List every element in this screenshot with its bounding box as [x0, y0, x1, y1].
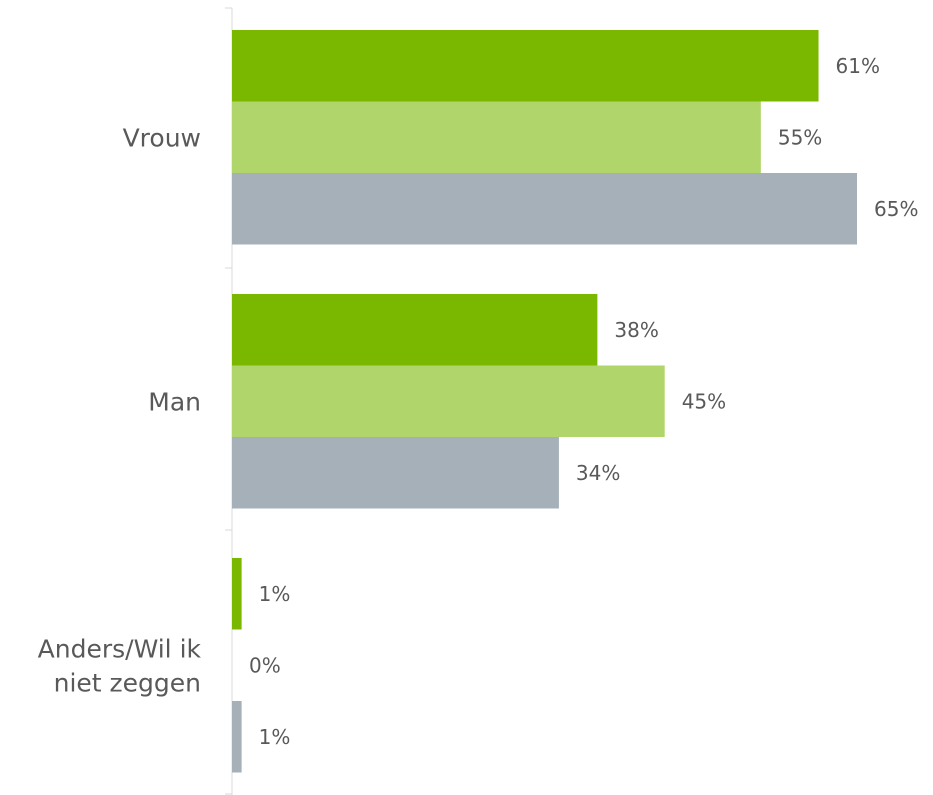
data-label: 38% — [614, 318, 658, 342]
data-label: 65% — [874, 197, 918, 221]
bar — [232, 30, 819, 102]
category-label: Anders/Wil ik niet zeggen — [38, 634, 202, 697]
bar — [232, 101, 761, 173]
data-label: 61% — [836, 54, 880, 78]
axis-layer — [225, 7, 233, 795]
category-label: Man — [148, 387, 201, 416]
category-label-line: Vrouw — [123, 123, 201, 152]
bar — [232, 294, 598, 366]
data-label: 0% — [249, 653, 281, 677]
bar — [232, 365, 665, 437]
bars-layer — [232, 30, 857, 773]
category-label-line: Man — [148, 387, 201, 416]
data-label: 55% — [778, 125, 822, 149]
data-label: 1% — [259, 725, 291, 749]
category-label-line: niet zeggen — [54, 668, 201, 697]
bar — [232, 437, 559, 509]
data-label: 45% — [682, 389, 726, 413]
data-label: 1% — [259, 582, 291, 606]
category-label: Vrouw — [123, 123, 201, 152]
bar — [232, 173, 857, 245]
bar — [232, 701, 242, 773]
labels-layer: Vrouw Man Anders/Wil ik niet zeggen 61% 38% 1%… — [38, 54, 919, 749]
category-label-line: Anders/Wil ik — [38, 634, 202, 663]
bar — [232, 558, 242, 630]
data-label: 34% — [576, 461, 620, 485]
